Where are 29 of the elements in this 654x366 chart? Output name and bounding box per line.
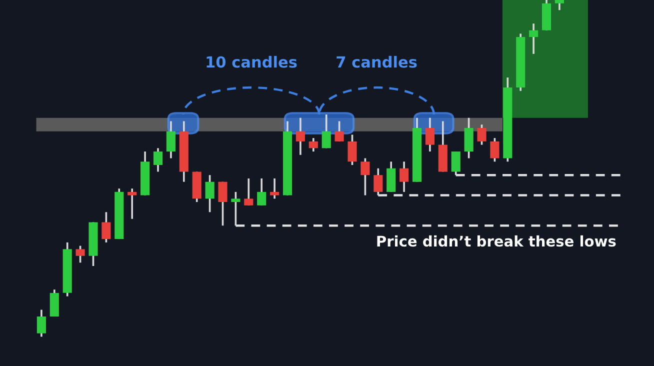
candlestick bbox=[308, 137, 318, 152]
candlestick bbox=[386, 160, 396, 193]
candlestick bbox=[102, 211, 111, 244]
candlestick bbox=[166, 120, 176, 160]
candlestick bbox=[490, 137, 500, 163]
candlestick bbox=[50, 288, 59, 318]
candlestick bbox=[296, 116, 305, 156]
annotation: Price didn’t break these lows bbox=[377, 235, 616, 247]
candlestick bbox=[153, 147, 163, 173]
candlestick bbox=[218, 180, 228, 226]
candlestick bbox=[205, 174, 214, 214]
candlestick bbox=[36, 308, 46, 338]
candlestick bbox=[257, 178, 266, 206]
annotation: 7 candles bbox=[336, 56, 417, 68]
candlestick bbox=[360, 157, 370, 196]
candlestick bbox=[128, 188, 137, 220]
candlestick bbox=[334, 120, 344, 142]
candlestick bbox=[244, 178, 254, 206]
candlestick bbox=[425, 116, 434, 152]
candlestick bbox=[76, 244, 85, 264]
candlestick bbox=[464, 116, 474, 160]
candlestick bbox=[400, 160, 409, 193]
candlestick bbox=[554, 0, 564, 12]
candlestick bbox=[529, 22, 538, 55]
candlestick bbox=[348, 134, 357, 166]
candlestick bbox=[477, 124, 486, 146]
annotation: 10 candles bbox=[206, 56, 297, 68]
candlestick bbox=[322, 114, 331, 150]
candlestick bbox=[270, 178, 280, 200]
